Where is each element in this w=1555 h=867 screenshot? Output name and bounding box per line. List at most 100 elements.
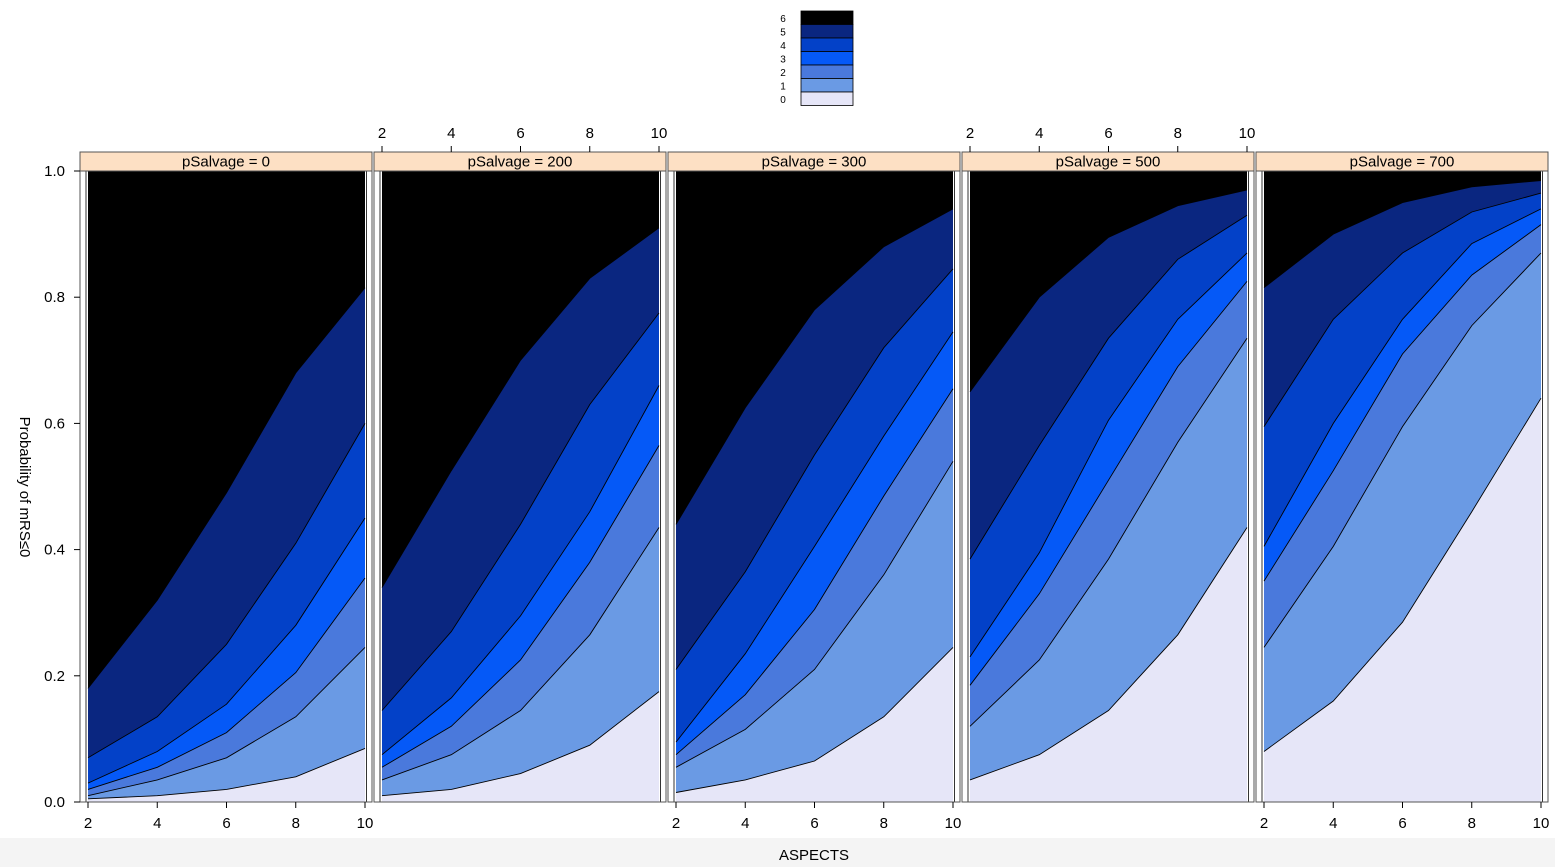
panel-edge-left [962, 171, 968, 802]
band-level-2 [88, 578, 365, 796]
panel-strip [667, 151, 961, 172]
panel-title: pSalvage = 0 [182, 154, 270, 171]
boundary-line-0 [969, 527, 1248, 781]
legend-swatch-4 [800, 37, 854, 52]
panel-edge-left [374, 171, 380, 802]
band-level-6 [1264, 171, 1541, 288]
boundary-line-0 [87, 747, 366, 800]
band-level-1 [88, 647, 365, 799]
boundary-line-1 [675, 461, 954, 768]
panel-title: pSalvage = 300 [762, 154, 867, 171]
x-tick-label: 6 [1104, 125, 1112, 142]
bottom-band [0, 838, 1555, 867]
panel-strip [1255, 151, 1549, 172]
band-level-3 [676, 331, 953, 755]
band-level-5 [970, 189, 1247, 560]
x-tick-label: 6 [516, 125, 524, 142]
boundary-line-1 [969, 337, 1248, 727]
legend-swatch-0 [800, 91, 854, 106]
boundary-line-1 [87, 647, 366, 797]
boundary-line-2 [969, 281, 1248, 686]
panel-2: pSalvage = 200 2 4 6 8 10 [373, 125, 668, 803]
x-tick-label: 4 [153, 815, 161, 832]
band-level-6 [88, 171, 365, 689]
boundary-line-5 [87, 287, 366, 689]
band-level-6 [382, 171, 659, 588]
x-tick-label: 4 [1035, 125, 1043, 142]
y-tick-label: 0.4 [44, 542, 65, 559]
boundary-line-3 [381, 385, 660, 756]
boundary-line-4 [381, 312, 660, 711]
boundary-line-5 [381, 227, 660, 588]
boundary-line-0 [381, 691, 660, 797]
band-level-0 [88, 748, 365, 802]
panel-edge-right [366, 171, 372, 802]
band-level-4 [1264, 193, 1541, 547]
boundary-line-2 [675, 388, 954, 756]
legend-label-2: 2 [780, 68, 786, 79]
panel-title: pSalvage = 500 [1056, 154, 1161, 171]
panel-3: pSalvage = 300 2 4 6 8 10 [667, 151, 962, 832]
y-tick-label: 0.2 [44, 668, 65, 685]
panel-edge-right [1542, 171, 1548, 802]
band-level-3 [970, 253, 1247, 686]
x-tick-label: 4 [1329, 815, 1337, 832]
panel-4: pSalvage = 500 2 4 6 8 10 [961, 125, 1255, 803]
band-level-1 [676, 461, 953, 793]
panel-title: pSalvage = 200 [468, 154, 573, 171]
band-level-4 [676, 268, 953, 743]
boundary-line-5 [675, 208, 954, 525]
panel-5: pSalvage = 700 2 4 6 8 10 [1255, 151, 1549, 832]
legend-swatch-6 [800, 10, 854, 25]
panel-edge-right [954, 171, 960, 802]
boundary-line-2 [87, 577, 366, 790]
legend-swatch-5 [800, 24, 854, 39]
x-tick-label: 2 [378, 125, 386, 142]
boundary-line-0 [1263, 397, 1542, 752]
boundary-line-3 [969, 252, 1248, 658]
boundary-line-0 [675, 647, 954, 793]
band-level-5 [1264, 180, 1541, 427]
band-level-2 [1264, 224, 1541, 648]
x-tick-label: 8 [1174, 125, 1182, 142]
boundary-line-4 [969, 214, 1248, 560]
boundary-line-2 [1263, 224, 1542, 582]
y-tick-label: 0.8 [44, 289, 65, 306]
band-level-5 [88, 287, 365, 758]
band-level-4 [382, 313, 659, 755]
x-tick-label: 10 [651, 125, 668, 142]
boundary-line-3 [87, 517, 366, 784]
legend-label-6: 6 [780, 14, 786, 25]
x-tick-label: 8 [292, 815, 300, 832]
y-tick-label: 0.6 [44, 415, 65, 432]
legend-label-5: 5 [780, 28, 786, 39]
x-tick-label: 2 [84, 815, 92, 832]
band-level-0 [970, 527, 1247, 802]
band-level-1 [382, 527, 659, 796]
boundary-line-5 [969, 189, 1248, 393]
y-tick-label: 0.0 [44, 794, 65, 811]
band-level-0 [382, 691, 659, 802]
band-level-1 [970, 338, 1247, 780]
y-tick-label: 1.0 [44, 163, 65, 180]
x-tick-label: 4 [447, 125, 455, 142]
x-tick-label: 8 [586, 125, 594, 142]
panel-edge-left [668, 171, 674, 802]
band-level-5 [676, 208, 953, 670]
x-tick-label: 2 [1260, 815, 1268, 832]
boundary-line-4 [1263, 192, 1542, 427]
x-tick-label: 2 [966, 125, 974, 142]
x-tick-label: 8 [1468, 815, 1476, 832]
boundary-line-4 [87, 423, 366, 759]
boundary-line-4 [675, 268, 954, 670]
x-tick-label: 6 [222, 815, 230, 832]
band-level-2 [970, 281, 1247, 727]
x-tick-label: 2 [672, 815, 680, 832]
band-level-4 [970, 215, 1247, 657]
legend-label-0: 0 [780, 95, 786, 106]
x-tick-label: 10 [945, 815, 962, 832]
band-level-5 [382, 227, 659, 711]
x-axis-label: ASPECTS [779, 847, 849, 864]
band-level-6 [970, 171, 1247, 392]
